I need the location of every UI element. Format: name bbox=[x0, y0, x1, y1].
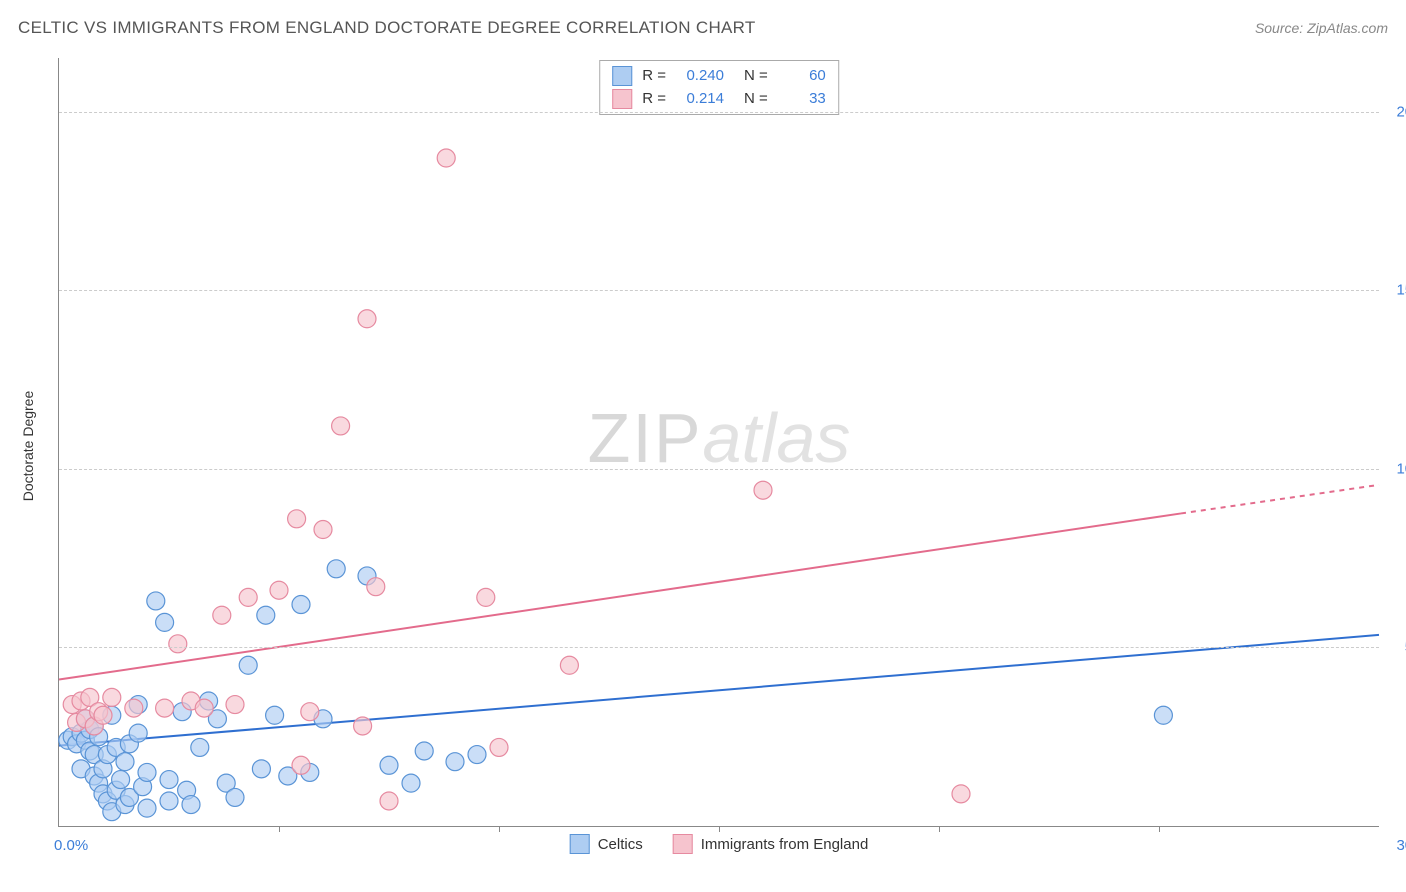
legend-label: Celtics bbox=[598, 836, 643, 853]
legend-swatch bbox=[570, 834, 590, 854]
stats-legend-row: R = 0.240 N = 60 bbox=[612, 65, 826, 88]
r-value: 0.214 bbox=[676, 88, 724, 111]
data-point bbox=[301, 703, 319, 721]
data-point bbox=[116, 753, 134, 771]
legend-item: Immigrants from England bbox=[673, 834, 869, 854]
data-point bbox=[314, 521, 332, 539]
data-point bbox=[332, 417, 350, 435]
n-value: 33 bbox=[778, 88, 826, 111]
legend-swatch bbox=[673, 834, 693, 854]
data-point bbox=[191, 738, 209, 756]
data-point bbox=[270, 581, 288, 599]
scatter-points-layer bbox=[59, 58, 1379, 826]
series-legend: Celtics Immigrants from England bbox=[570, 834, 869, 854]
data-point bbox=[138, 763, 156, 781]
data-point bbox=[156, 699, 174, 717]
data-point bbox=[288, 510, 306, 528]
data-point bbox=[754, 481, 772, 499]
data-point bbox=[226, 788, 244, 806]
gridline bbox=[59, 290, 1379, 291]
r-label: R = bbox=[642, 88, 666, 111]
data-point bbox=[367, 578, 385, 596]
data-point bbox=[257, 606, 275, 624]
data-point bbox=[169, 635, 187, 653]
data-point bbox=[380, 792, 398, 810]
legend-label: Immigrants from England bbox=[701, 836, 869, 853]
data-point bbox=[292, 596, 310, 614]
n-value: 60 bbox=[778, 65, 826, 88]
data-point bbox=[138, 799, 156, 817]
x-tick-mark bbox=[719, 826, 720, 832]
data-point bbox=[415, 742, 433, 760]
data-point bbox=[94, 706, 112, 724]
data-point bbox=[103, 688, 121, 706]
data-point bbox=[952, 785, 970, 803]
data-point bbox=[560, 656, 578, 674]
data-point bbox=[160, 771, 178, 789]
data-point bbox=[327, 560, 345, 578]
gridline bbox=[59, 469, 1379, 470]
data-point bbox=[239, 588, 257, 606]
data-point bbox=[477, 588, 495, 606]
x-tick-mark bbox=[939, 826, 940, 832]
data-point bbox=[402, 774, 420, 792]
data-point bbox=[490, 738, 508, 756]
y-tick-label: 15.0% bbox=[1384, 282, 1406, 299]
plot-area: ZIPatlas R =0.240N =60R =0.214N =33 0.0%… bbox=[58, 58, 1379, 827]
stats-legend: R = 0.240 N = 60 R = 0.214 N = 33 bbox=[599, 60, 839, 115]
data-point bbox=[156, 613, 174, 631]
data-point bbox=[468, 746, 486, 764]
x-tick-mark bbox=[1159, 826, 1160, 832]
n-label: N = bbox=[744, 88, 768, 111]
x-axis-origin-label: 0.0% bbox=[54, 837, 88, 854]
data-point bbox=[239, 656, 257, 674]
data-point bbox=[213, 606, 231, 624]
gridline bbox=[59, 647, 1379, 648]
legend-item: Celtics bbox=[570, 834, 643, 854]
data-point bbox=[112, 771, 130, 789]
x-axis-max-label: 30.0% bbox=[1396, 837, 1406, 854]
data-point bbox=[380, 756, 398, 774]
y-tick-label: 5.0% bbox=[1384, 639, 1406, 656]
legend-swatch bbox=[612, 89, 632, 109]
x-tick-mark bbox=[279, 826, 280, 832]
data-point bbox=[147, 592, 165, 610]
data-point bbox=[226, 696, 244, 714]
data-point bbox=[1154, 706, 1172, 724]
r-value: 0.240 bbox=[676, 65, 724, 88]
n-label: N = bbox=[744, 65, 768, 88]
x-tick-mark bbox=[499, 826, 500, 832]
y-tick-label: 20.0% bbox=[1384, 103, 1406, 120]
data-point bbox=[292, 756, 310, 774]
data-point bbox=[252, 760, 270, 778]
data-point bbox=[195, 699, 213, 717]
data-point bbox=[446, 753, 464, 771]
y-tick-label: 10.0% bbox=[1384, 460, 1406, 477]
chart-title: CELTIC VS IMMIGRANTS FROM ENGLAND DOCTOR… bbox=[18, 18, 756, 38]
data-point bbox=[182, 796, 200, 814]
r-label: R = bbox=[642, 65, 666, 88]
data-point bbox=[354, 717, 372, 735]
data-point bbox=[266, 706, 284, 724]
data-point bbox=[358, 310, 376, 328]
source-attribution: Source: ZipAtlas.com bbox=[1255, 20, 1388, 36]
legend-swatch bbox=[612, 66, 632, 86]
data-point bbox=[129, 724, 147, 742]
y-axis-title: Doctorate Degree bbox=[20, 391, 36, 502]
gridline bbox=[59, 112, 1379, 113]
stats-legend-row: R = 0.214 N = 33 bbox=[612, 88, 826, 111]
data-point bbox=[125, 699, 143, 717]
data-point bbox=[437, 149, 455, 167]
data-point bbox=[160, 792, 178, 810]
